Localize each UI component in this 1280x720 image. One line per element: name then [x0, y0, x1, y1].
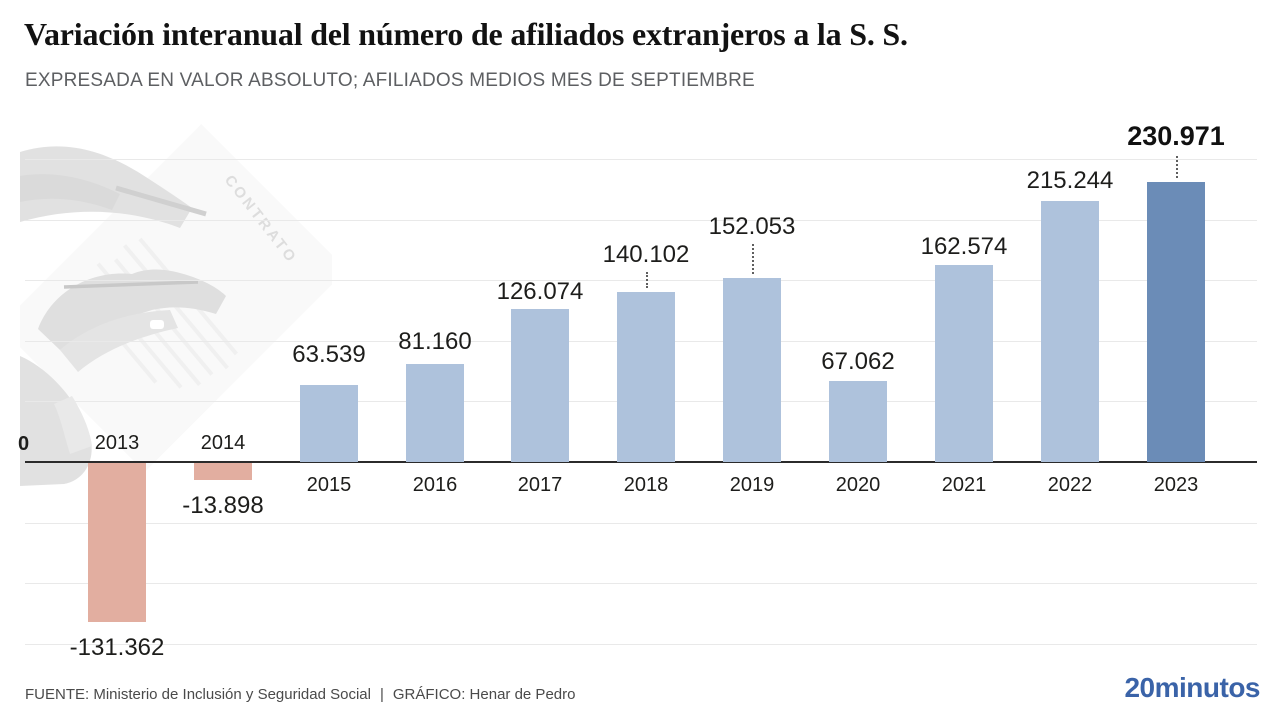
leader-line-2019	[752, 244, 754, 274]
contract-hands-watermark-image: CONTRATO	[20, 124, 332, 486]
leader-line-2018	[646, 272, 648, 288]
year-label-2013: 2013	[94, 432, 140, 454]
gridline	[25, 644, 1257, 645]
20minutos-logo: 20minutos	[1124, 672, 1260, 703]
year-label-2021: 2021	[941, 474, 987, 496]
year-label-2023: 2023	[1153, 474, 1199, 496]
bar-2020	[829, 381, 887, 462]
value-label-2023: 230.971	[1127, 121, 1225, 151]
bar-2016	[406, 364, 464, 462]
bar-2018	[617, 292, 675, 462]
year-label-2018: 2018	[623, 474, 669, 496]
year-label-2015: 2015	[306, 474, 352, 496]
footer-separator: |	[379, 686, 384, 703]
leader-line-2023	[1176, 156, 1178, 178]
bar-2022	[1041, 201, 1099, 462]
value-label-2021: 162.574	[920, 233, 1008, 260]
gridline	[25, 159, 1257, 160]
value-label-2019: 152.053	[708, 213, 796, 240]
value-label-2015: 63.539	[292, 341, 366, 368]
gridline	[25, 523, 1257, 524]
value-label-2022: 215.244	[1026, 167, 1114, 194]
gridline	[25, 280, 1257, 281]
bar-2015	[300, 385, 358, 462]
bar-2013	[88, 463, 146, 622]
bar-2014	[194, 463, 252, 480]
year-label-2016: 2016	[412, 474, 458, 496]
source-credit-line: FUENTE: Ministerio de Inclusión y Seguri…	[25, 686, 575, 703]
value-label-2016: 81.160	[398, 328, 472, 355]
bar-2019	[723, 278, 781, 462]
chart-subtitle: EXPRESADA EN VALOR ABSOLUTO; AFILIADOS M…	[25, 70, 755, 91]
source-label: FUENTE: Ministerio de Inclusión y Seguri…	[25, 686, 371, 703]
value-label-2017: 126.074	[496, 278, 584, 305]
bar-2017	[511, 309, 569, 462]
value-label-2013: -131.362	[69, 634, 165, 661]
zero-axis-line	[25, 461, 1257, 463]
value-label-2014: -13.898	[182, 492, 264, 519]
year-label-2020: 2020	[835, 474, 881, 496]
gridline	[25, 220, 1257, 221]
year-label-2017: 2017	[517, 474, 563, 496]
bar-2023	[1147, 182, 1205, 462]
value-label-2020: 67.062	[821, 348, 895, 375]
value-label-2018: 140.102	[602, 241, 690, 268]
graphic-credit: GRÁFICO: Henar de Pedro	[392, 686, 576, 703]
zero-axis-label: 0	[18, 433, 30, 455]
chart-title: Variación interanual del número de afili…	[24, 16, 908, 52]
gridline	[25, 583, 1257, 584]
bar-2021	[935, 265, 993, 462]
year-label-2019: 2019	[729, 474, 775, 496]
year-label-2014: 2014	[200, 432, 246, 454]
year-label-2022: 2022	[1047, 474, 1093, 496]
